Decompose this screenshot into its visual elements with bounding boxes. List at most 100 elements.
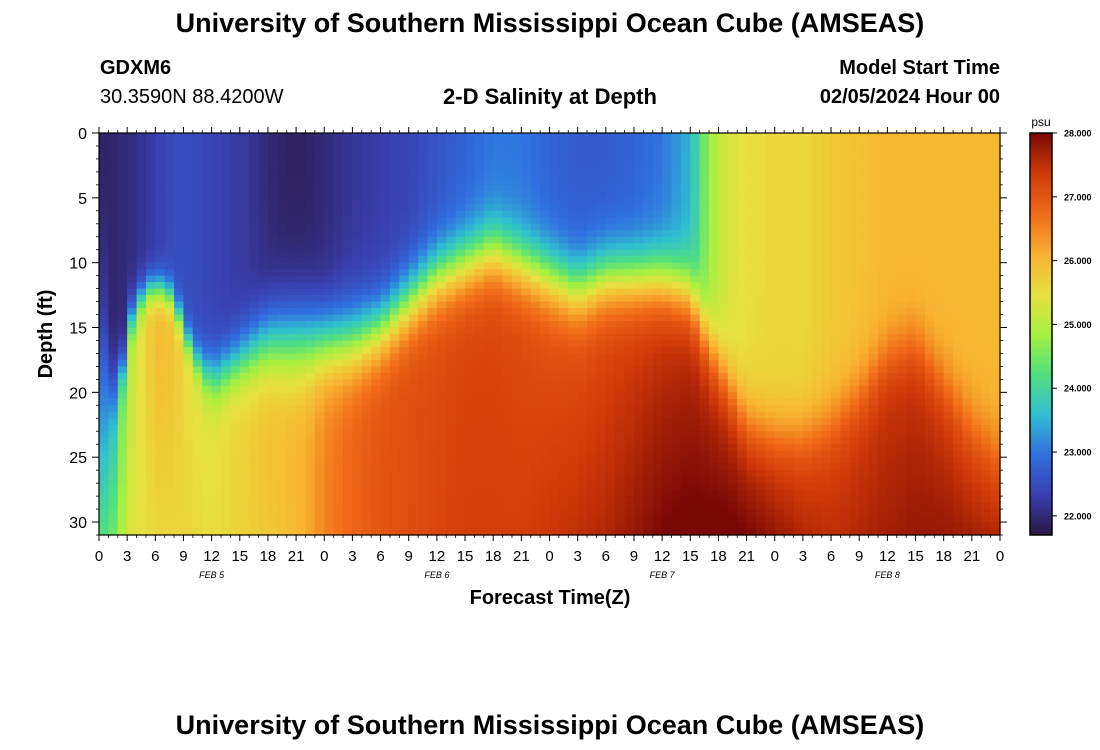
heatmap-cell bbox=[774, 210, 785, 218]
heatmap-cell bbox=[371, 385, 382, 393]
heatmap-cell bbox=[221, 496, 231, 504]
heatmap-cell bbox=[755, 178, 766, 186]
heatmap-cell bbox=[502, 522, 513, 530]
heatmap-cell bbox=[474, 223, 485, 231]
heatmap-cell bbox=[192, 528, 203, 536]
heatmap-cell bbox=[680, 353, 691, 361]
heatmap-cell bbox=[427, 431, 438, 439]
heatmap-cell bbox=[587, 483, 598, 491]
heatmap-cell bbox=[145, 353, 156, 361]
heatmap-cell bbox=[230, 269, 241, 277]
heatmap-cell bbox=[821, 158, 832, 167]
heatmap-cell bbox=[633, 359, 644, 368]
heatmap-cell bbox=[305, 405, 316, 413]
heatmap-cell bbox=[680, 301, 691, 309]
heatmap-cell bbox=[361, 444, 372, 452]
heatmap-cell bbox=[427, 158, 438, 167]
heatmap-cell bbox=[324, 308, 335, 316]
heatmap-cell bbox=[145, 483, 156, 491]
heatmap-cell bbox=[718, 528, 729, 536]
heatmap-cell bbox=[840, 340, 851, 348]
heatmap-cell bbox=[577, 392, 588, 400]
heatmap-cell bbox=[117, 230, 128, 238]
heatmap-cell bbox=[765, 340, 776, 348]
heatmap-cell bbox=[343, 470, 354, 478]
heatmap-cell bbox=[117, 346, 128, 355]
heatmap-cell bbox=[314, 431, 325, 439]
heatmap-cell bbox=[380, 308, 391, 316]
heatmap-cell bbox=[652, 398, 663, 406]
heatmap-cell bbox=[615, 340, 626, 348]
heatmap-cell bbox=[774, 444, 785, 452]
heatmap-cell bbox=[258, 476, 269, 484]
heatmap-cell bbox=[511, 139, 522, 147]
heatmap-cell bbox=[793, 327, 804, 335]
heatmap-cell bbox=[765, 243, 776, 251]
heatmap-cell bbox=[558, 269, 569, 277]
heatmap-cell bbox=[633, 353, 644, 361]
heatmap-cell bbox=[455, 496, 466, 504]
heatmap-cell bbox=[361, 372, 372, 380]
heatmap-cell bbox=[333, 528, 344, 536]
heatmap-cell bbox=[436, 528, 447, 536]
heatmap-cell bbox=[521, 249, 532, 257]
heatmap-cell bbox=[277, 450, 288, 458]
heatmap-cell bbox=[108, 470, 119, 478]
heatmap-cell bbox=[277, 197, 288, 205]
heatmap-cell bbox=[568, 236, 579, 244]
heatmap-cell bbox=[230, 165, 241, 173]
heatmap-cell bbox=[577, 243, 588, 251]
heatmap-cell bbox=[521, 204, 532, 212]
heatmap-cell bbox=[671, 418, 682, 426]
heatmap-cell bbox=[493, 483, 504, 491]
heatmap-cell bbox=[446, 184, 457, 192]
heatmap-cell bbox=[333, 288, 344, 296]
heatmap-cell bbox=[812, 230, 823, 238]
heatmap-cell bbox=[314, 158, 325, 167]
heatmap-cell bbox=[709, 334, 720, 342]
heatmap-cell bbox=[436, 334, 447, 342]
heatmap-cell bbox=[633, 321, 644, 329]
heatmap-cell bbox=[314, 171, 325, 179]
heatmap-cell bbox=[615, 522, 626, 530]
heatmap-cell bbox=[211, 444, 222, 452]
heatmap-cell bbox=[624, 301, 635, 309]
heatmap-cell bbox=[849, 249, 860, 257]
heatmap-cell bbox=[99, 249, 109, 257]
heatmap-cell bbox=[117, 496, 128, 504]
heatmap-cell bbox=[558, 528, 569, 536]
heatmap-cell bbox=[849, 184, 860, 192]
heatmap-cell bbox=[727, 392, 738, 400]
heatmap-cell bbox=[558, 424, 569, 432]
heatmap-cell bbox=[192, 210, 203, 218]
heatmap-cell bbox=[117, 385, 128, 393]
heatmap-cell bbox=[296, 340, 307, 348]
heatmap-cell bbox=[558, 275, 569, 283]
heatmap-cell bbox=[239, 275, 250, 283]
heatmap-cell bbox=[577, 509, 588, 517]
heatmap-cell bbox=[530, 379, 541, 387]
heatmap-cell bbox=[624, 334, 635, 342]
heatmap-cell bbox=[389, 457, 400, 465]
heatmap-cell bbox=[812, 502, 823, 510]
heatmap-cell bbox=[418, 191, 429, 199]
heatmap-cell bbox=[765, 398, 776, 406]
heatmap-cell bbox=[305, 197, 316, 205]
heatmap-cell bbox=[765, 515, 776, 523]
heatmap-cell bbox=[408, 334, 419, 342]
heatmap-cell bbox=[765, 133, 776, 141]
heatmap-cell bbox=[202, 249, 213, 257]
heatmap-cell bbox=[324, 230, 335, 238]
heatmap-cell bbox=[671, 152, 682, 160]
heatmap-cell bbox=[784, 321, 795, 329]
heatmap-cell bbox=[596, 295, 607, 303]
heatmap-cell bbox=[474, 152, 485, 160]
heatmap-cell bbox=[145, 346, 156, 355]
heatmap-cell bbox=[755, 353, 766, 361]
heatmap-cell bbox=[605, 243, 616, 251]
heatmap-cell bbox=[352, 437, 363, 445]
heatmap-cell bbox=[136, 275, 147, 283]
heatmap-cell bbox=[587, 295, 598, 303]
heatmap-cell bbox=[211, 301, 222, 309]
heatmap-cell bbox=[427, 171, 438, 179]
